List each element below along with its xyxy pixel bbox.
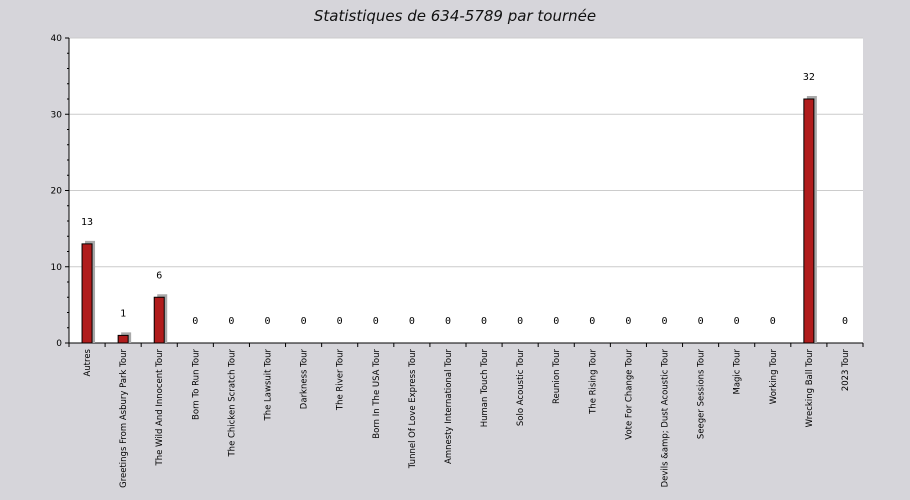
data-label: 0 [842, 316, 848, 327]
data-label: 0 [517, 316, 523, 327]
data-label: 0 [228, 316, 234, 327]
x-tick-label: The Wild And Innocent Tour [155, 349, 165, 467]
chart-title: Statistiques de 634-5789 par tournée [314, 7, 596, 25]
bar [117, 334, 129, 344]
data-label: 0 [373, 316, 379, 327]
x-tick-label: Magic Tour [733, 349, 743, 395]
x-tick-label: Wrecking Ball Tour [805, 349, 815, 428]
bars [81, 96, 817, 344]
x-tick-label: 2023 Tour [841, 349, 851, 392]
y-axis-ticks: 0 10 20 30 40 [51, 34, 69, 349]
x-tick-label: The Rising Tour [588, 349, 598, 415]
x-tick-label: Born In The USA Tour [372, 349, 382, 439]
data-label: 6 [156, 270, 162, 281]
bar [81, 243, 93, 344]
data-label: 0 [553, 316, 559, 327]
y-tick-label: 20 [51, 187, 63, 197]
x-tick-label: Reunion Tour [552, 349, 562, 405]
x-tick-label: The Lawsuit Tour [264, 348, 274, 421]
data-label: 0 [192, 316, 198, 327]
bar [803, 98, 815, 344]
y-tick-label: 0 [56, 339, 62, 349]
data-label: 13 [81, 217, 93, 228]
x-tick-label: Tunnel Of Love Express Tour [408, 349, 418, 470]
x-tick-label: Autres [83, 348, 93, 376]
x-tick-label: Vote For Change Tour [624, 349, 634, 440]
bar [153, 296, 165, 344]
data-label: 0 [445, 316, 451, 327]
data-label: 0 [264, 316, 270, 327]
y-tick-label: 30 [51, 110, 63, 120]
data-label: 0 [337, 316, 343, 327]
x-tick-label: Darkness Tour [300, 349, 310, 410]
gridlines [69, 37, 863, 268]
x-tick-label: Born To Run Tour [191, 349, 201, 420]
data-labels: 13 1 6 0 0 0 0 0 0 0 0 0 0 0 0 0 0 0 0 0 32 0 [81, 72, 848, 327]
data-label: 0 [698, 316, 704, 327]
data-label: 0 [770, 316, 776, 327]
data-label: 0 [589, 316, 595, 327]
y-tick-label: 40 [51, 34, 63, 44]
x-tick-label: Working Tour [769, 348, 779, 404]
x-tick-label: Human Touch Tour [480, 349, 490, 428]
x-tick-label: The River Tour [336, 349, 346, 412]
data-label: 0 [481, 316, 487, 327]
x-tick-label: The Chicken Scratch Tour [227, 349, 237, 458]
x-tick-label: Greetings From Asbury Park Tour [119, 349, 129, 488]
data-label: 32 [803, 72, 815, 83]
y-tick-label: 10 [51, 263, 63, 273]
data-label: 0 [734, 316, 740, 327]
data-label: 1 [120, 308, 126, 319]
data-label: 0 [301, 316, 307, 327]
data-label: 0 [661, 316, 667, 327]
x-tick-label: Seeger Sessions Tour [697, 349, 707, 440]
data-label: 0 [409, 316, 415, 327]
x-tick-label: Devils &amp; Dust Acoustic Tour [661, 348, 671, 487]
x-axis-ticks: Autres Greetings From Asbury Park Tour The… [68, 343, 864, 488]
x-tick-label: Amnesty International Tour [444, 349, 454, 464]
x-tick-label: Solo Acoustic Tour [516, 349, 526, 427]
data-label: 0 [625, 316, 631, 327]
